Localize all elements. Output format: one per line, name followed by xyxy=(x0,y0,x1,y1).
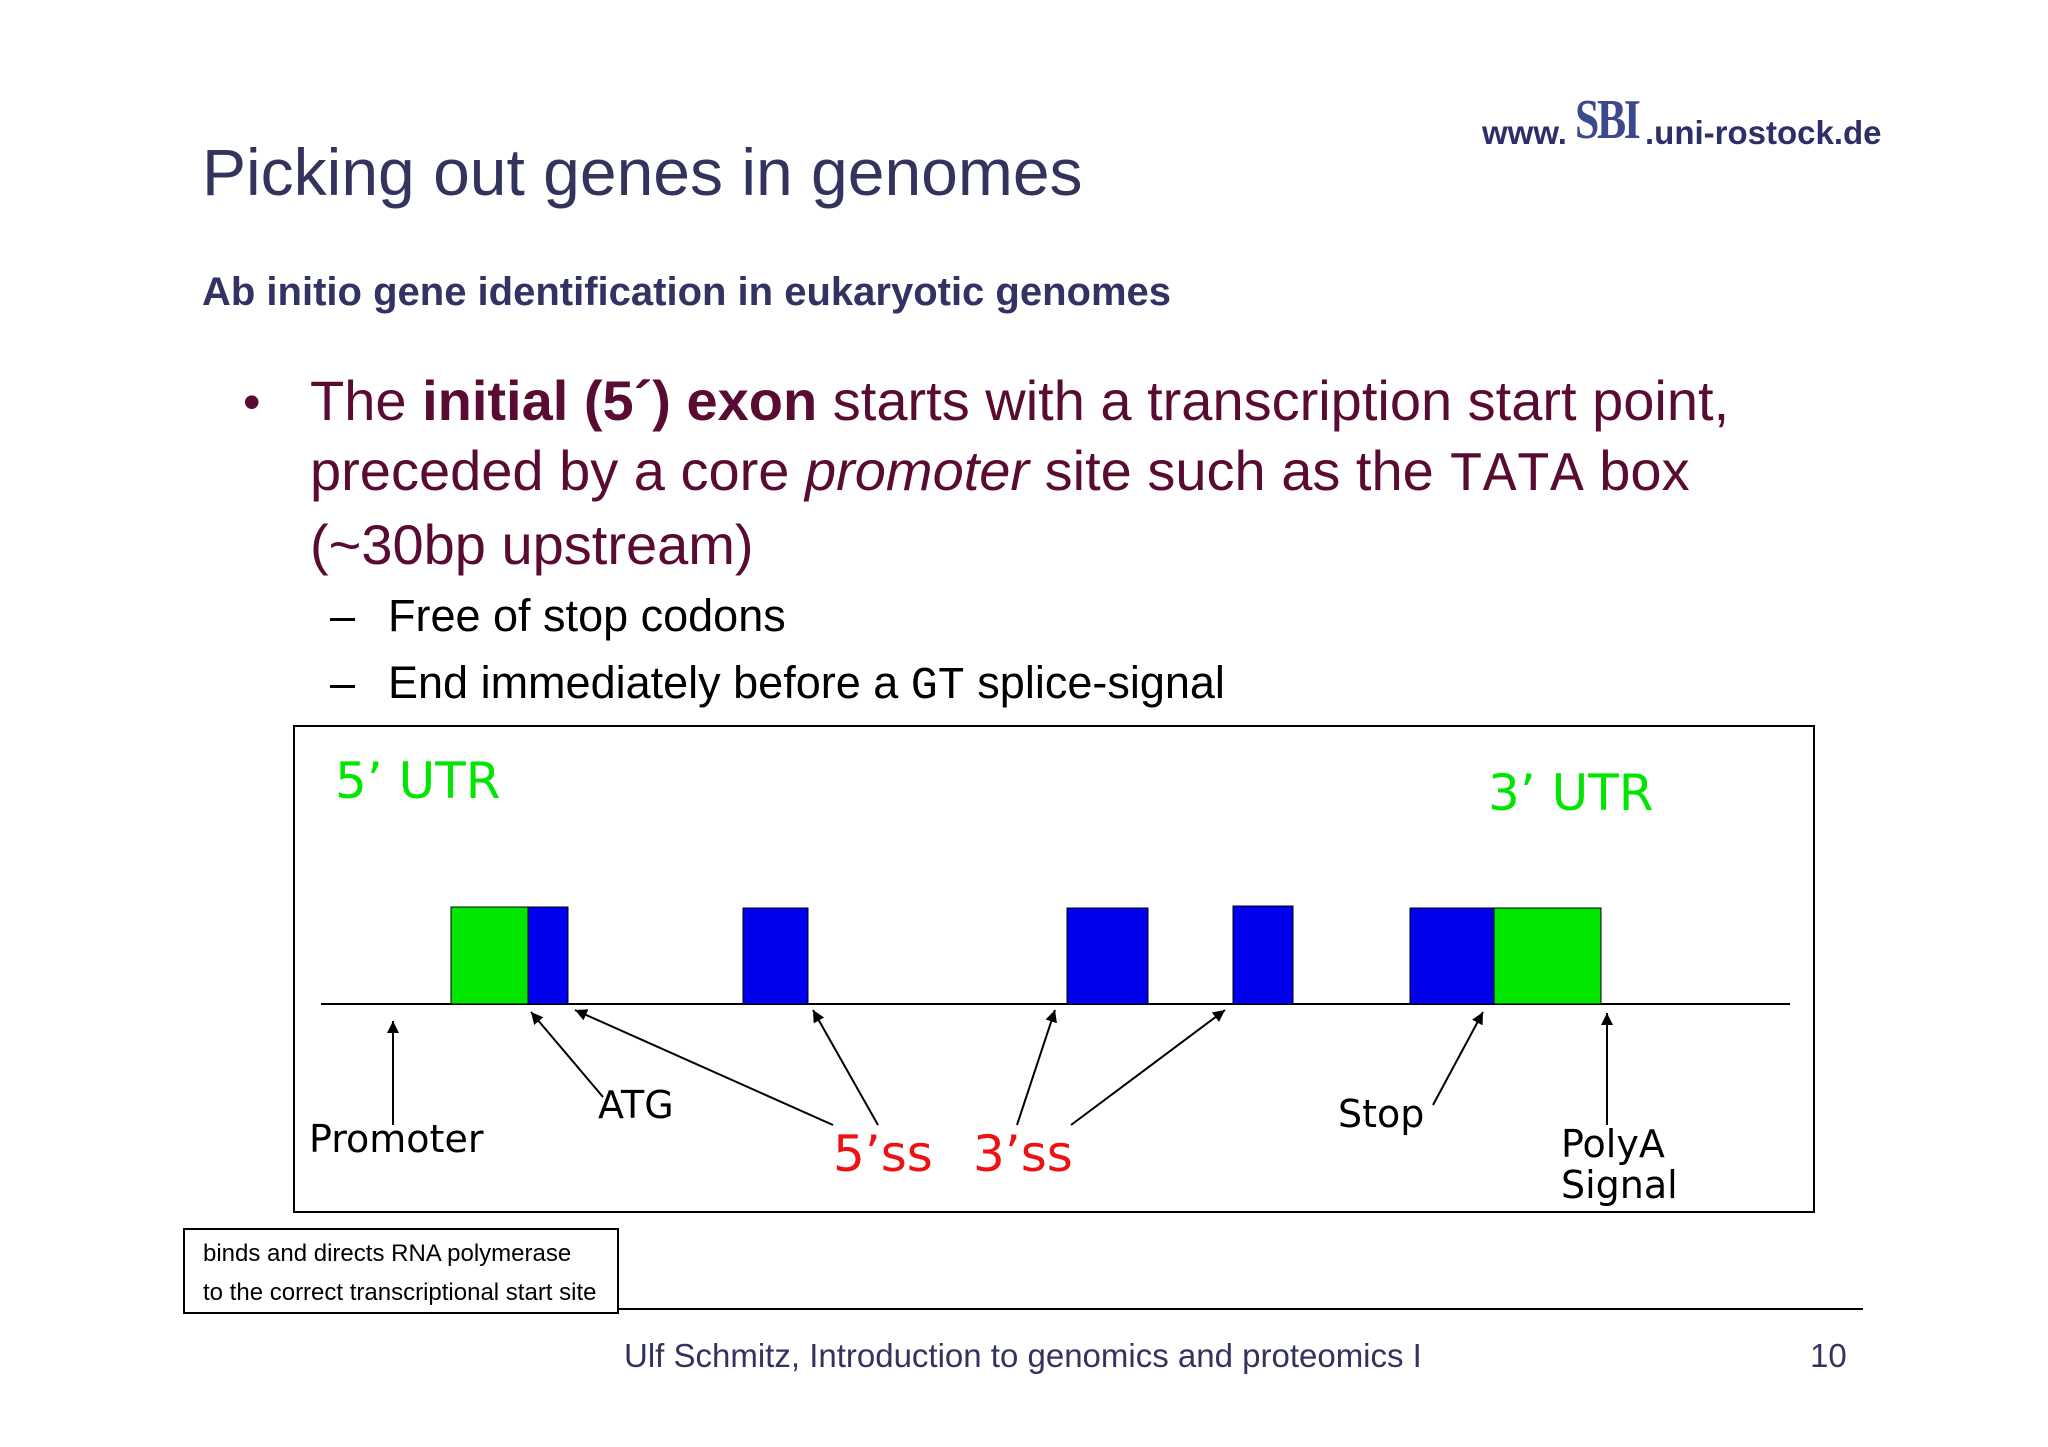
promoter-note-box: binds and directs RNA polymerase to the … xyxy=(183,1228,619,1314)
stop-arrow xyxy=(1432,1011,1484,1106)
sbi-logo: www. SBI .uni-rostock.de xyxy=(1482,88,1902,158)
initial-coding-exon xyxy=(527,906,569,1005)
polya-label-1: PolyA xyxy=(1561,1122,1665,1166)
internal-exon-3 xyxy=(1232,905,1294,1005)
logo-suffix: .uni-rostock.de xyxy=(1645,114,1882,151)
note-line-2: to the correct transcriptional start sit… xyxy=(203,1279,597,1306)
footer-rule xyxy=(619,1308,1863,1310)
utr5-label: 5’ UTR xyxy=(335,752,500,810)
annotation-arrows xyxy=(387,1009,1613,1126)
bullet-text-2: starts with a transcription start point,… xyxy=(310,369,1730,502)
bullet-bold: initial (5´) exon xyxy=(422,369,818,432)
subbullet-1: Free of stop codons xyxy=(388,590,786,641)
page-number: 10 xyxy=(1810,1337,1847,1374)
subbullet-2-post: splice-signal xyxy=(964,657,1225,708)
promoter-label: Promoter xyxy=(309,1117,484,1161)
atg-arrow xyxy=(530,1011,604,1098)
utr3-exon xyxy=(1493,907,1602,1005)
footer-text: Ulf Schmitz, Introduction to genomics an… xyxy=(624,1337,1422,1374)
subbullet-2-pre: End immediately before a xyxy=(388,657,911,708)
subbullet-dash-2: – xyxy=(330,657,356,708)
bullet-text-4: box (~30bp upstream) xyxy=(310,439,1690,576)
ss3-arrow-1 xyxy=(1016,1009,1057,1126)
stop-label: Stop xyxy=(1338,1092,1424,1136)
atg-label: ATG xyxy=(598,1083,674,1127)
ss5-arrow-1 xyxy=(574,1009,834,1126)
sbi-logo-mark: SBI xyxy=(1575,89,1641,151)
terminal-coding-exon xyxy=(1409,907,1495,1005)
bullet-dot: • xyxy=(243,374,261,430)
gene-structure-diagram: 5’ UTR 3’ UTR Promoter ATG 5’ss 3’ss Sto… xyxy=(293,725,1815,1213)
gt-mono: GT xyxy=(910,661,965,712)
section-subtitle: Ab initio gene identification in eukaryo… xyxy=(202,270,1172,314)
bullet-text-1: The xyxy=(310,369,423,432)
bullet-text-3: site such as the xyxy=(1029,439,1450,502)
bullet-italic: promoter xyxy=(804,439,1030,502)
ss5-label: 5’ss xyxy=(833,1125,933,1183)
ss5-arrow-2 xyxy=(812,1009,879,1126)
utr3-label: 3’ UTR xyxy=(1488,764,1653,822)
subbullet-2: End immediately before a GT splice-signa… xyxy=(388,657,1225,712)
logo-prefix: www. xyxy=(1482,114,1567,151)
ss3-label: 3’ss xyxy=(973,1125,1073,1183)
polya-label-2: Signal xyxy=(1561,1163,1678,1207)
tata-mono: TATA xyxy=(1449,443,1584,507)
internal-exon-1 xyxy=(742,907,809,1005)
page-title: Picking out genes in genomes xyxy=(202,135,1083,209)
internal-exon-2 xyxy=(1066,907,1149,1005)
subbullet-dash-1: – xyxy=(330,590,356,641)
utr5-exon xyxy=(450,906,529,1005)
ss3-arrow-2 xyxy=(1070,1009,1226,1126)
main-bullet: The initial (5´) exon starts with a tran… xyxy=(310,366,1730,580)
note-line-1: binds and directs RNA polymerase xyxy=(203,1240,572,1267)
